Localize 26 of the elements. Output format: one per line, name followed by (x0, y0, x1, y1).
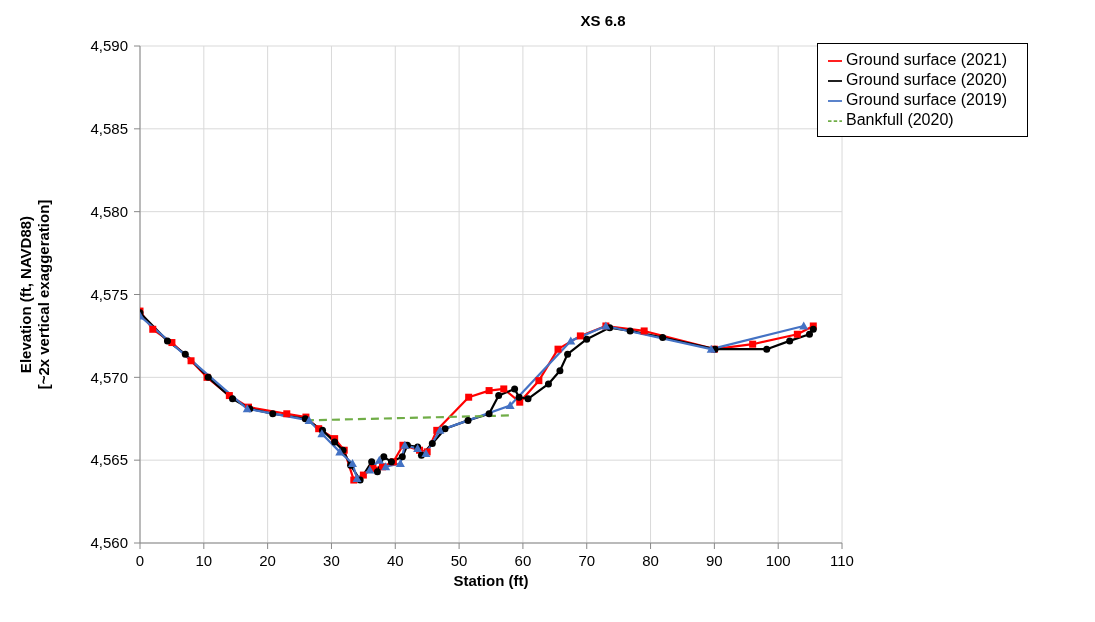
x-tick-label: 80 (642, 551, 659, 569)
y-tick-label: 4,590 (90, 37, 128, 55)
y-tick-label: 4,580 (90, 202, 128, 220)
y-tick-label: 4,585 (90, 120, 128, 138)
x-tick-label: 70 (578, 551, 596, 569)
x-tick-label: 90 (706, 551, 723, 569)
x-tick-label: 0 (135, 551, 145, 569)
x-axis-title: Station (ft) (453, 572, 529, 589)
legend-label: Bankfull (2020) (846, 111, 954, 128)
y-tick-label: 4,575 (90, 285, 128, 303)
x-tick-label: 110 (830, 551, 854, 569)
x-tick-label: 60 (514, 551, 532, 569)
x-tick-label: 20 (259, 551, 276, 569)
x-tick-label: 30 (323, 551, 340, 569)
y-axis-title: Elevation (ft, NAVD88) [~2x vertical exaggeration] (17, 199, 52, 390)
x-tick-label: 50 (450, 551, 468, 569)
legend-label: Ground surface (2019) (846, 91, 1007, 108)
y-tick-label: 4,560 (90, 534, 128, 552)
y-tick-label: 4,570 (90, 368, 128, 386)
y-tick-label: 4,565 (90, 451, 128, 469)
legend-label: Ground surface (2021) (846, 51, 1007, 68)
x-tick-label: 100 (765, 551, 791, 569)
legend-label: Ground surface (2020) (846, 71, 1007, 88)
chart-title: XS 6.8 (579, 12, 627, 29)
x-tick-label: 10 (195, 551, 213, 569)
x-tick-label: 40 (386, 551, 404, 569)
